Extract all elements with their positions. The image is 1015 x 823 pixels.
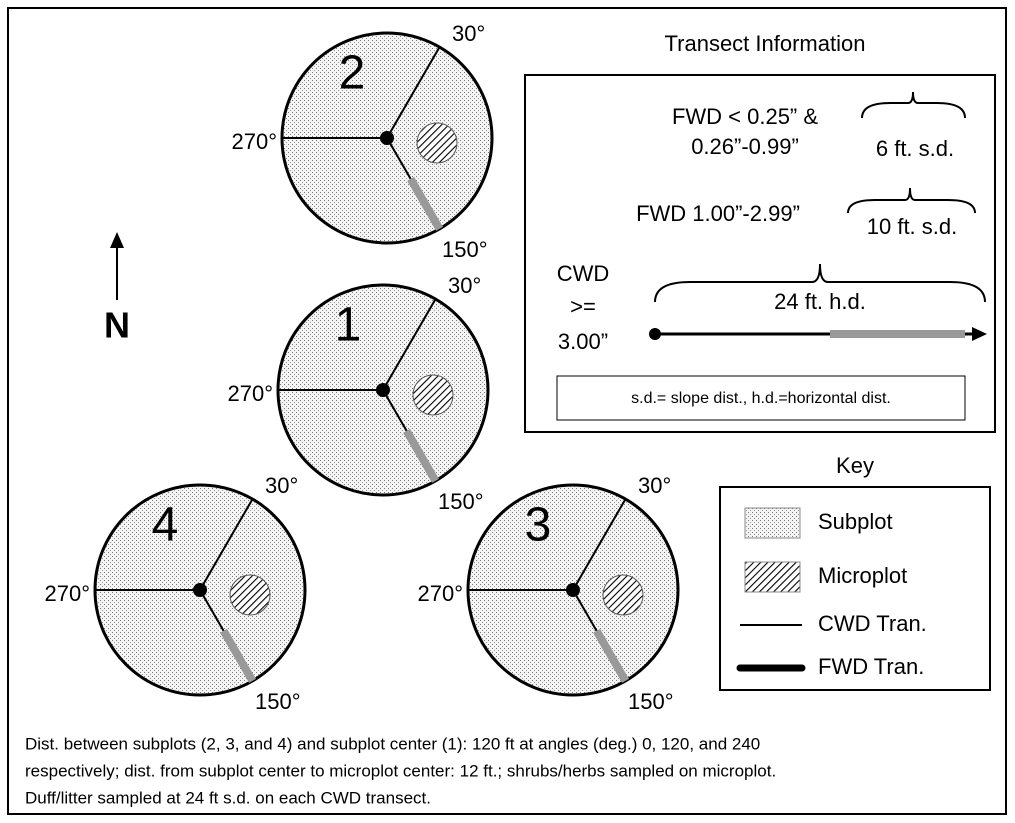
key-subplot-swatch bbox=[744, 507, 801, 539]
cwd: CWD bbox=[557, 261, 610, 286]
key-item: FWD Tran. bbox=[818, 654, 924, 679]
subplot-center bbox=[193, 583, 207, 597]
cwd-transect bbox=[386, 137, 412, 180]
key-title: Key bbox=[836, 453, 874, 478]
cwd: >= bbox=[570, 294, 596, 319]
subplot-label: 4 bbox=[152, 499, 179, 552]
brace bbox=[861, 91, 966, 119]
subplot-label: 1 bbox=[335, 299, 362, 352]
key-item: Subplot bbox=[818, 509, 893, 534]
key-item: Microplot bbox=[818, 563, 907, 588]
cwd-transect bbox=[386, 46, 441, 139]
angle-label: 30° bbox=[452, 21, 485, 46]
footnote: respectively; dist. from subplot center … bbox=[25, 761, 776, 780]
angle-label: 150° bbox=[255, 689, 301, 714]
cwd-transect bbox=[572, 589, 598, 632]
key-microplot-swatch bbox=[744, 561, 801, 593]
subplot-label: 3 bbox=[525, 499, 552, 552]
fwd-small: FWD < 0.25” & bbox=[672, 104, 818, 129]
fwd-medium-length: 10 ft. s.d. bbox=[867, 214, 958, 239]
abbreviations: s.d.= slope dist., h.d.=horizontal dist. bbox=[631, 390, 891, 407]
cwd-length: 24 ft. h.d. bbox=[774, 289, 866, 314]
angle-label: 270° bbox=[227, 381, 273, 406]
angle-label: 150° bbox=[628, 689, 674, 714]
cwd: 3.00” bbox=[558, 329, 608, 354]
cwd-transect bbox=[382, 298, 437, 391]
fwd-small-length: 6 ft. s.d. bbox=[876, 136, 954, 161]
north: N bbox=[104, 305, 130, 346]
brace bbox=[654, 263, 986, 303]
start-dot bbox=[649, 328, 661, 340]
fwd-transect bbox=[220, 628, 256, 683]
footnote: Dist. between subplots (2, 3, and 4) and… bbox=[25, 734, 760, 753]
angle-label: 270° bbox=[44, 581, 90, 606]
cwd-transect bbox=[199, 589, 225, 632]
microplot bbox=[602, 574, 644, 616]
subplot-center bbox=[376, 383, 390, 397]
angle-label: 30° bbox=[265, 473, 298, 498]
angle-label: 30° bbox=[448, 273, 481, 298]
footnote: Duff/litter sampled at 24 ft s.d. on eac… bbox=[25, 788, 431, 807]
arrowhead bbox=[972, 327, 987, 341]
subplot-center bbox=[566, 583, 580, 597]
microplot bbox=[416, 122, 458, 164]
angle-label: 150° bbox=[442, 237, 488, 262]
fwd-transect bbox=[407, 176, 443, 231]
brace bbox=[847, 187, 976, 214]
abbrev-box bbox=[556, 375, 966, 421]
fwd-transect bbox=[403, 428, 439, 483]
fwd-small: 0.26”-0.99” bbox=[691, 134, 799, 159]
transect-title: Transect Information bbox=[665, 31, 866, 56]
angle-label: 30° bbox=[638, 473, 671, 498]
transect-box bbox=[524, 74, 996, 433]
fwd-medium: FWD 1.00”-2.99” bbox=[636, 201, 800, 226]
angle-label: 150° bbox=[438, 489, 484, 514]
cwd-transect bbox=[199, 498, 254, 591]
subplot-label: 2 bbox=[339, 47, 366, 100]
north-arrowhead bbox=[110, 232, 124, 248]
angle-label: 270° bbox=[231, 129, 277, 154]
frame bbox=[7, 7, 1007, 815]
angle-label: 270° bbox=[417, 581, 463, 606]
microplot bbox=[412, 374, 454, 416]
cwd-transect bbox=[572, 498, 627, 591]
cwd-transect bbox=[382, 389, 408, 432]
microplot bbox=[229, 574, 271, 616]
fwd-transect bbox=[593, 628, 629, 683]
subplot-center bbox=[380, 131, 394, 145]
key-item: CWD Tran. bbox=[818, 611, 927, 636]
key-box bbox=[719, 486, 991, 691]
